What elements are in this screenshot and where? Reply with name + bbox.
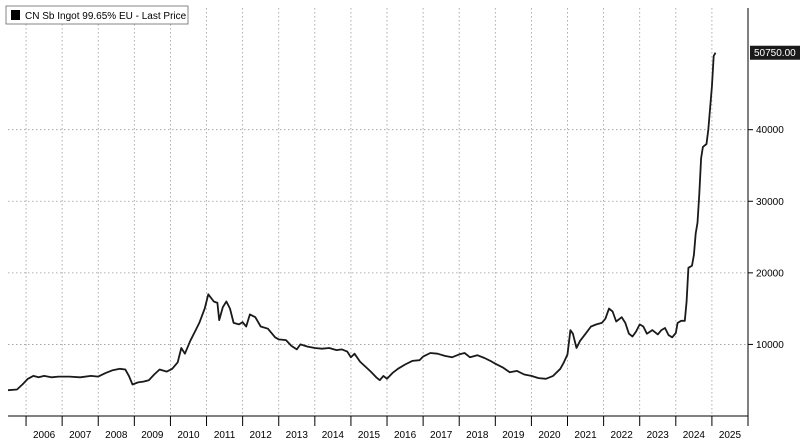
x-tick-label: 2018 bbox=[466, 430, 489, 441]
x-tick-label: 2020 bbox=[538, 430, 561, 441]
x-tick-label: 2025 bbox=[719, 430, 742, 441]
x-tick-label: 2010 bbox=[177, 430, 200, 441]
x-tick-label: 2022 bbox=[611, 430, 634, 441]
x-tick-label: 2016 bbox=[394, 430, 417, 441]
legend-box bbox=[5, 5, 189, 25]
last-value-label: 50750.00 bbox=[754, 48, 796, 59]
series-layer bbox=[7, 52, 717, 392]
price-series-line bbox=[7, 52, 717, 392]
grid bbox=[8, 8, 749, 416]
x-tick-label: 2021 bbox=[574, 430, 597, 441]
x-tick-label: 2023 bbox=[647, 430, 670, 441]
x-tick-label: 2015 bbox=[358, 430, 381, 441]
x-tick-label: 2009 bbox=[141, 430, 164, 441]
x-tick-label: 2011 bbox=[214, 430, 236, 441]
x-tick-label: 2017 bbox=[430, 430, 453, 441]
x-tick-label: 2014 bbox=[322, 430, 345, 441]
legend: CN Sb Ingot 99.65% EU - Last Price bbox=[5, 5, 189, 25]
x-tick-label: 2012 bbox=[250, 430, 273, 441]
x-tick-label: 2008 bbox=[105, 430, 128, 441]
legend-label: CN Sb Ingot 99.65% EU - Last Price bbox=[25, 11, 187, 22]
x-tick-label: 2007 bbox=[69, 430, 92, 441]
y-tick-label: 40000 bbox=[756, 125, 784, 136]
last-value-badge bbox=[750, 45, 800, 60]
x-tick-label: 2019 bbox=[502, 430, 525, 441]
x-tick-label: 2013 bbox=[286, 430, 309, 441]
legend-swatch bbox=[11, 10, 20, 20]
y-tick-label: 30000 bbox=[756, 197, 784, 208]
x-tick-label: 2024 bbox=[683, 430, 706, 441]
labels: 10000 20000 30000 40000 2006 2007 2008 2009 2010… bbox=[33, 45, 800, 441]
x-tick-label: 2006 bbox=[33, 430, 56, 441]
y-tick-label: 10000 bbox=[756, 340, 784, 351]
axes bbox=[8, 8, 753, 426]
y-tick-label: 20000 bbox=[756, 268, 784, 279]
